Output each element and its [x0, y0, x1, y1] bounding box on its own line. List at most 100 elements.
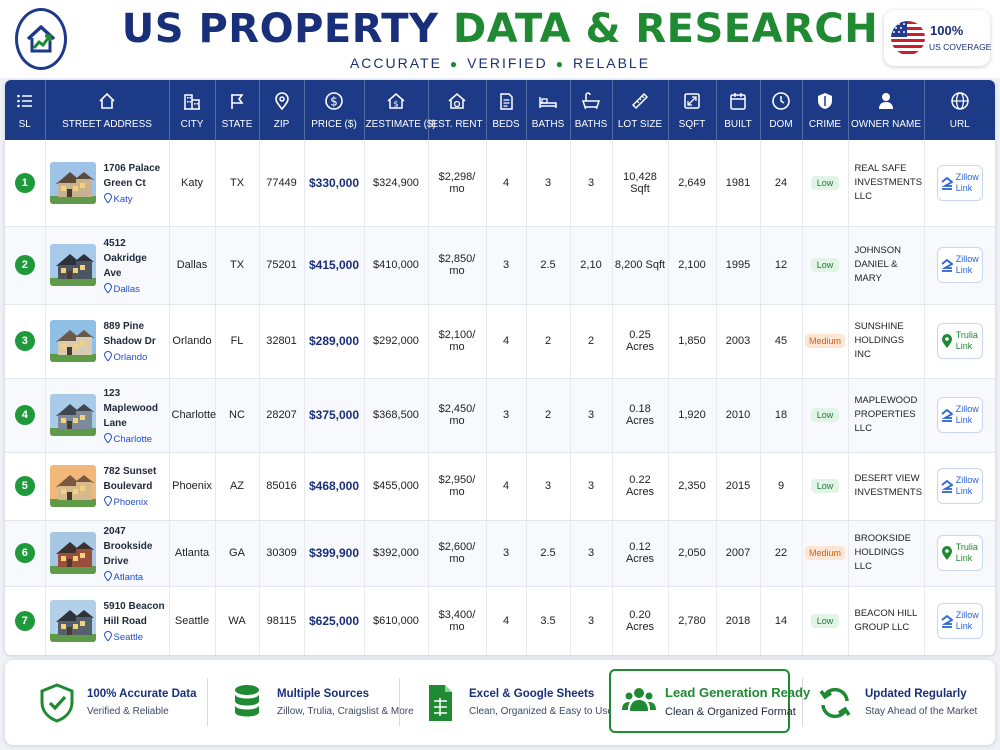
cell-beds: 3	[486, 520, 527, 587]
zillow-logo-icon	[941, 614, 953, 628]
cell-beds-value: 3	[502, 409, 510, 421]
zillow-link-button[interactable]: Zillow Link	[936, 164, 983, 201]
cell-est-rent-value: $2,100/ mo	[438, 329, 476, 353]
table-row[interactable]: 5 782 Sunset Boulevard Phoenix Phoenix AZ 850…	[5, 452, 995, 521]
table-row[interactable]: 4 123 Maplewood Lane Charlotte Charlotte NC 2…	[5, 378, 995, 453]
cell-city-value: Katy	[180, 176, 203, 189]
database-icon	[235, 684, 259, 716]
cell-owner-name: DESERT VIEW INVESTMENTS	[848, 452, 925, 521]
street-address: 2047 Brookside Drive	[103, 525, 153, 567]
col-header-sqft[interactable]: SQFT	[668, 80, 717, 140]
cell-zip: 32801	[259, 304, 305, 379]
feature-subtitle: Clean, Organized & Easy to Use	[469, 706, 613, 717]
cell-beds-value: 3	[502, 259, 510, 271]
cell-lot-size-value: 0.25 Acres	[625, 329, 655, 353]
table-row[interactable]: 1 1706 Palace Green Ct Katy Katy TX 77449 $330…	[5, 140, 995, 227]
cell-city-value: Seattle	[174, 615, 210, 627]
cell-zestimate-value: $368,500	[373, 409, 419, 421]
cell-state: FL	[215, 304, 260, 379]
trulia-pin-icon	[941, 334, 952, 348]
col-header-price[interactable]: $ PRICE ($)	[304, 80, 365, 140]
property-photo	[49, 394, 96, 436]
cell-state-value: NC	[229, 409, 245, 421]
logo	[15, 8, 67, 70]
col-header-city[interactable]: CITY	[169, 80, 216, 140]
table-row[interactable]: 6 2047 Brookside Drive Atlanta Atlanta GA 303…	[5, 520, 995, 587]
col-header-baths-2[interactable]: BATHS	[570, 80, 613, 140]
cell-lot-size: 8,200 Sqft	[612, 226, 669, 305]
spreadsheet-icon	[429, 684, 452, 721]
cell-baths-2: 2	[570, 304, 613, 379]
owner-name: BROOKSIDE HOLDINGS LLC	[854, 533, 912, 572]
trulia-link-button[interactable]: Trulia Link	[936, 535, 983, 571]
zillow-link-button[interactable]: Zillow Link	[936, 397, 983, 433]
link-label: Zillow Link	[956, 610, 979, 632]
col-header-built[interactable]: BUILT	[716, 80, 761, 140]
feature-subtitle: Verified & Reliable	[87, 706, 169, 717]
cell-price: $330,000	[304, 140, 365, 227]
zillow-link-button[interactable]: Zillow Link	[936, 603, 983, 639]
cell-lot-size: 0.20 Acres	[612, 586, 669, 655]
cell-sqft-value: 2,780	[678, 615, 706, 627]
cell-state: GA	[215, 520, 260, 587]
table-row[interactable]: 2 4512 Oakridge Ave Dallas Dallas TX 75201 $41…	[5, 226, 995, 305]
property-table: SL STREET ADDRESS CITY STATE ZIP $ PRICE …	[5, 80, 995, 655]
bath-icon	[539, 96, 557, 108]
cell-lot-size: 0.22 Acres	[612, 452, 669, 521]
cell-sqft: 1,850	[668, 304, 717, 379]
col-header-zestimate[interactable]: $ ZESTIMATE ($)	[364, 80, 436, 140]
zillow-link-button[interactable]: Zillow Link	[936, 468, 983, 504]
tagline-word: RELABLE	[573, 55, 651, 71]
trulia-pin-icon	[941, 546, 952, 560]
location-city: Dallas	[113, 283, 140, 295]
cell-zestimate-value: $610,000	[373, 615, 419, 627]
cell-price: $415,000	[304, 226, 365, 305]
zillow-link-button[interactable]: Zillow Link	[936, 247, 983, 283]
location-label: Seattle	[103, 631, 167, 643]
cell-est-rent: $2,600/ mo	[428, 520, 487, 587]
col-header-dom[interactable]: DOM	[760, 80, 803, 140]
feature-subtitle: Zillow, Trulia, Craigslist & More	[277, 706, 414, 717]
col-header-beds[interactable]: BEDS	[486, 80, 527, 140]
col-header-street-address[interactable]: STREET ADDRESS	[45, 80, 170, 140]
cell-built-value: 2010	[725, 409, 751, 421]
cell-baths: 2	[526, 304, 571, 379]
cell-sl: 6	[5, 520, 46, 587]
cell-url: Zillow Link	[924, 378, 995, 453]
bullet-icon: ●	[555, 57, 565, 71]
col-header-state[interactable]: STATE	[215, 80, 260, 140]
col-header-baths[interactable]: BATHS	[526, 80, 571, 140]
divider	[399, 678, 400, 726]
cell-zip-value: 77449	[266, 176, 297, 189]
col-header-lot-size[interactable]: LOT SIZE	[612, 80, 669, 140]
trulia-link-button[interactable]: Trulia Link	[936, 323, 983, 359]
divider	[207, 678, 208, 726]
col-header-sl[interactable]: SL	[5, 80, 46, 140]
feature-title: 100% Accurate Data	[87, 688, 197, 700]
zillow-logo-icon	[941, 479, 953, 493]
row-number-badge: 5	[14, 476, 35, 496]
table-row[interactable]: 7 5910 Beacon Hill Road Seattle Seattle WA 98…	[5, 586, 995, 655]
cell-sqft: 2,050	[668, 520, 717, 587]
cell-street-address: 1706 Palace Green Ct Katy	[45, 140, 170, 227]
cell-url: Trulia Link	[924, 520, 995, 587]
list-icon	[16, 94, 32, 107]
col-header-est-rent[interactable]: EST. RENT	[428, 80, 487, 140]
shield-check-icon	[40, 682, 74, 723]
cell-baths-value: 2.5	[540, 259, 556, 271]
tagline-word: ACCURATE	[349, 55, 442, 71]
cell-crime: Low	[802, 586, 849, 655]
cell-lot-size: 0.25 Acres	[612, 304, 669, 379]
cell-beds-value: 3	[502, 547, 510, 559]
cell-baths-2-value: 3	[587, 409, 595, 421]
cell-lot-size-value: 0.12 Acres	[625, 541, 655, 565]
house-photo-icon	[49, 600, 96, 642]
table-row[interactable]: 3 889 Pine Shadow Dr Orlando Orlando FL 32801…	[5, 304, 995, 379]
cell-zip-value: 98115	[266, 615, 297, 627]
cell-price: $468,000	[304, 452, 365, 521]
col-header-owner-name[interactable]: OWNER NAME	[848, 80, 925, 140]
location-city: Atlanta	[113, 571, 144, 583]
col-header-url[interactable]: URL	[924, 80, 995, 140]
col-header-crime[interactable]: CRIME	[802, 80, 849, 140]
col-header-zip[interactable]: ZIP	[259, 80, 305, 140]
